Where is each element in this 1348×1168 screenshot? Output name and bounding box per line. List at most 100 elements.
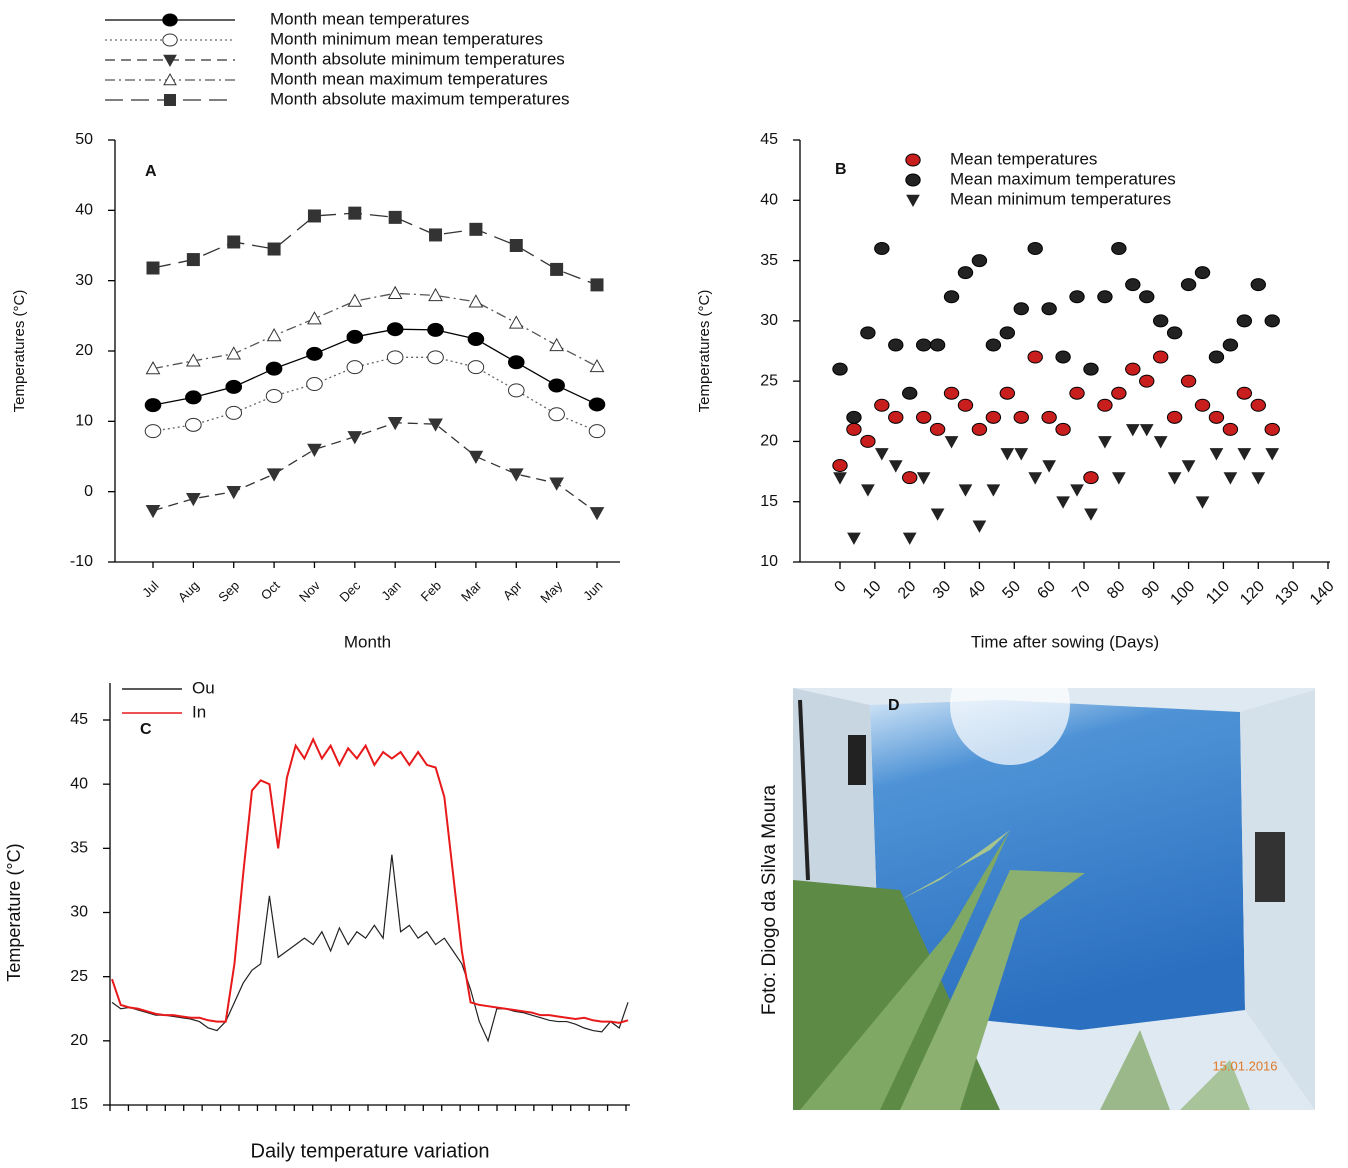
- y-axis-label: Temperatures (°C): [11, 290, 28, 413]
- panel-label: A: [145, 163, 157, 180]
- photo: D 15.01.2016 Foto: Diogo da Silva Moura: [759, 645, 1315, 1110]
- marker: [346, 360, 364, 375]
- legend-label: Month absolute minimum temperatures: [270, 49, 565, 68]
- marker: [388, 210, 402, 224]
- marker: [944, 436, 959, 449]
- x-tick-label: 130: [1272, 578, 1303, 609]
- legend-label: In: [192, 702, 206, 721]
- marker: [943, 290, 960, 304]
- marker: [930, 508, 945, 521]
- marker: [906, 194, 920, 208]
- sun: [950, 645, 1070, 765]
- marker: [185, 417, 202, 432]
- marker: [428, 287, 443, 302]
- x-tick-label: 120: [1237, 578, 1268, 609]
- marker: [468, 294, 484, 308]
- marker: [162, 33, 178, 47]
- x-tick-label: Sep: [215, 578, 242, 605]
- marker: [267, 242, 281, 256]
- marker: [145, 361, 161, 375]
- series-line: [152, 328, 598, 406]
- marker: [306, 377, 323, 392]
- marker: [999, 326, 1016, 340]
- marker: [549, 477, 564, 491]
- marker: [1041, 410, 1057, 424]
- y-tick-label: 10: [760, 553, 778, 570]
- y-tick-label: 30: [70, 904, 88, 921]
- marker: [1222, 338, 1239, 352]
- marker: [386, 322, 404, 337]
- marker: [1237, 448, 1252, 461]
- marker: [972, 520, 987, 533]
- marker: [1236, 386, 1253, 400]
- marker: [549, 337, 564, 352]
- marker: [1250, 278, 1266, 292]
- marker: [1084, 508, 1098, 521]
- marker: [1236, 314, 1253, 328]
- spike: [900, 870, 1085, 1110]
- marker: [916, 472, 931, 485]
- marker: [387, 417, 403, 431]
- marker: [1223, 472, 1238, 485]
- legend-label: Month absolute maximum temperatures: [270, 89, 570, 108]
- x-tick-label: 70: [1069, 578, 1094, 603]
- marker: [847, 532, 861, 545]
- marker: [1264, 314, 1280, 328]
- y-tick-label: 30: [760, 312, 778, 329]
- marker: [1264, 422, 1280, 436]
- x-tick-label: Jun: [580, 578, 605, 603]
- x-tick-label: Jul: [139, 578, 161, 600]
- x-tick-label: 10: [860, 578, 885, 603]
- marker: [1112, 472, 1126, 485]
- marker: [548, 378, 565, 393]
- marker: [1180, 278, 1197, 292]
- marker: [1041, 302, 1057, 316]
- marker: [588, 424, 606, 439]
- leaf: [1100, 1030, 1170, 1110]
- marker: [226, 485, 242, 500]
- y-tick-label: 40: [75, 202, 93, 219]
- marker: [888, 338, 904, 352]
- photo-date: 15.01.2016: [1212, 1058, 1277, 1073]
- marker: [999, 386, 1016, 400]
- marker: [146, 261, 160, 275]
- marker: [1097, 290, 1113, 304]
- clip: [848, 735, 866, 785]
- y-tick-label: 20: [70, 1032, 88, 1049]
- marker: [590, 278, 604, 292]
- marker: [1013, 302, 1029, 316]
- marker: [144, 398, 162, 413]
- marker: [1111, 242, 1127, 256]
- marker: [467, 332, 485, 347]
- marker: [874, 448, 889, 461]
- marker: [943, 386, 960, 400]
- series-line: [111, 854, 629, 1043]
- marker: [265, 389, 283, 404]
- panel-label: D: [888, 697, 900, 714]
- legend-label: Month minimum mean temperatures: [270, 29, 543, 48]
- marker: [386, 350, 404, 365]
- y-tick-label: 40: [70, 775, 88, 792]
- legend-label: Mean maximum temperatures: [950, 169, 1176, 188]
- marker: [306, 346, 323, 361]
- marker: [507, 355, 525, 370]
- marker: [1208, 350, 1225, 364]
- x-tick-label: Jan: [378, 578, 403, 603]
- marker: [1139, 290, 1155, 304]
- marker: [429, 228, 443, 242]
- x-tick-label: 100: [1167, 578, 1198, 609]
- marker: [186, 353, 201, 367]
- marker: [1166, 326, 1183, 340]
- y-tick-label: 20: [760, 433, 778, 450]
- marker: [1180, 374, 1197, 388]
- y-tick-label: -10: [70, 553, 93, 570]
- y-axis-label: Temperatures (°C): [696, 290, 713, 413]
- marker: [929, 422, 946, 436]
- y-tick-label: 0: [84, 483, 93, 500]
- marker: [347, 293, 363, 307]
- marker: [348, 206, 362, 220]
- y-tick-label: 25: [760, 372, 778, 389]
- marker: [958, 484, 973, 497]
- y-tick-label: 15: [70, 1096, 88, 1113]
